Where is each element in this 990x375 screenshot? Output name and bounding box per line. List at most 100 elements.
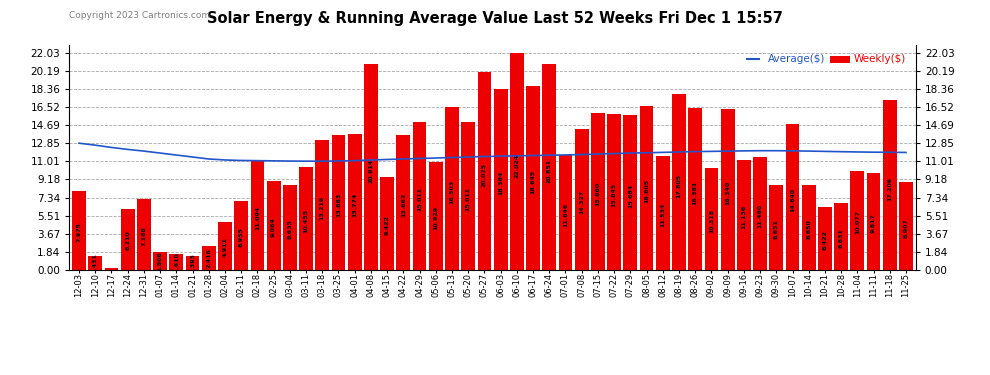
Text: 15.960: 15.960: [595, 182, 600, 207]
Bar: [202, 246, 216, 270]
Bar: [299, 167, 313, 270]
Bar: [753, 157, 767, 270]
Text: 6.210: 6.210: [125, 231, 130, 251]
Bar: [105, 268, 119, 270]
Text: 6.831: 6.831: [839, 228, 843, 248]
Bar: [121, 209, 135, 270]
Text: 1.610: 1.610: [174, 252, 179, 272]
Text: 6.422: 6.422: [823, 230, 828, 249]
Text: 13.662: 13.662: [401, 193, 406, 217]
Text: 16.605: 16.605: [644, 179, 649, 203]
Bar: [153, 252, 167, 270]
Bar: [672, 94, 686, 270]
Bar: [866, 173, 880, 270]
Bar: [413, 122, 427, 270]
Bar: [640, 106, 653, 270]
Legend: Average($), Weekly($): Average($), Weekly($): [742, 50, 911, 69]
Bar: [769, 184, 783, 270]
Text: 17.805: 17.805: [676, 174, 681, 198]
Text: 9.064: 9.064: [271, 217, 276, 237]
Bar: [461, 122, 475, 270]
Bar: [396, 135, 410, 270]
Text: 11.646: 11.646: [563, 203, 568, 227]
Bar: [266, 180, 280, 270]
Text: 16.340: 16.340: [725, 180, 731, 205]
Text: 13.216: 13.216: [320, 195, 325, 219]
Bar: [186, 256, 199, 270]
Text: 11.094: 11.094: [254, 206, 260, 230]
Text: 14.327: 14.327: [579, 190, 584, 214]
Text: 20.025: 20.025: [482, 163, 487, 187]
Bar: [380, 177, 394, 270]
Bar: [883, 100, 897, 270]
Text: 8.907: 8.907: [904, 218, 909, 238]
Text: 16.381: 16.381: [693, 180, 698, 204]
Bar: [477, 72, 491, 270]
Bar: [656, 156, 669, 270]
Text: 15.845: 15.845: [612, 183, 617, 207]
Text: 15.011: 15.011: [465, 187, 470, 211]
Text: 11.534: 11.534: [660, 203, 665, 228]
Text: Copyright 2023 Cartronics.com: Copyright 2023 Cartronics.com: [69, 11, 211, 20]
Bar: [721, 109, 735, 270]
Text: 9.817: 9.817: [871, 213, 876, 233]
Text: Solar Energy & Running Average Value Last 52 Weeks Fri Dec 1 15:57: Solar Energy & Running Average Value Las…: [207, 11, 783, 26]
Text: 13.774: 13.774: [352, 193, 357, 217]
Text: 9.422: 9.422: [385, 215, 390, 235]
Bar: [218, 222, 232, 270]
Bar: [510, 53, 524, 270]
Text: 15.011: 15.011: [417, 187, 422, 211]
Bar: [607, 114, 621, 270]
Text: 8.635: 8.635: [287, 219, 292, 239]
Bar: [688, 108, 702, 270]
Bar: [429, 162, 443, 270]
Text: 11.460: 11.460: [757, 204, 762, 228]
Text: 7.168: 7.168: [142, 226, 147, 246]
Bar: [737, 160, 750, 270]
Text: 20.914: 20.914: [368, 159, 373, 183]
Text: 1.431: 1.431: [93, 253, 98, 273]
Bar: [137, 199, 150, 270]
Text: 1.393: 1.393: [190, 254, 195, 273]
Text: 22.024: 22.024: [515, 154, 520, 178]
Text: 4.911: 4.911: [223, 237, 228, 256]
Bar: [591, 112, 605, 270]
Text: 11.136: 11.136: [742, 205, 746, 230]
Text: 8.651: 8.651: [774, 219, 779, 239]
Text: 16.503: 16.503: [449, 180, 454, 204]
Text: 13.663: 13.663: [336, 193, 341, 217]
Text: 2.416: 2.416: [206, 249, 211, 268]
Bar: [705, 168, 719, 270]
Text: 10.077: 10.077: [855, 210, 860, 234]
Text: 18.645: 18.645: [531, 170, 536, 194]
Bar: [332, 135, 346, 270]
Bar: [446, 107, 459, 270]
Text: 10.929: 10.929: [434, 206, 439, 230]
Text: 20.851: 20.851: [546, 159, 551, 183]
Bar: [543, 64, 556, 270]
Bar: [624, 115, 638, 270]
Bar: [250, 160, 264, 270]
Bar: [575, 129, 589, 270]
Text: 1.806: 1.806: [157, 252, 162, 272]
Bar: [818, 207, 832, 270]
Text: 18.384: 18.384: [498, 171, 503, 195]
Bar: [316, 140, 329, 270]
Text: 10.318: 10.318: [709, 209, 714, 233]
Bar: [850, 171, 864, 270]
Bar: [494, 88, 508, 270]
Bar: [169, 254, 183, 270]
Text: 15.684: 15.684: [628, 184, 633, 208]
Bar: [786, 123, 799, 270]
Bar: [802, 184, 816, 270]
Bar: [526, 86, 540, 270]
Bar: [364, 64, 378, 270]
Bar: [235, 201, 248, 270]
Text: 6.955: 6.955: [239, 227, 244, 247]
Text: 8.650: 8.650: [806, 219, 811, 239]
Bar: [88, 256, 102, 270]
Text: 10.455: 10.455: [304, 209, 309, 232]
Text: 7.975: 7.975: [76, 222, 81, 242]
Bar: [558, 155, 572, 270]
Bar: [347, 134, 361, 270]
